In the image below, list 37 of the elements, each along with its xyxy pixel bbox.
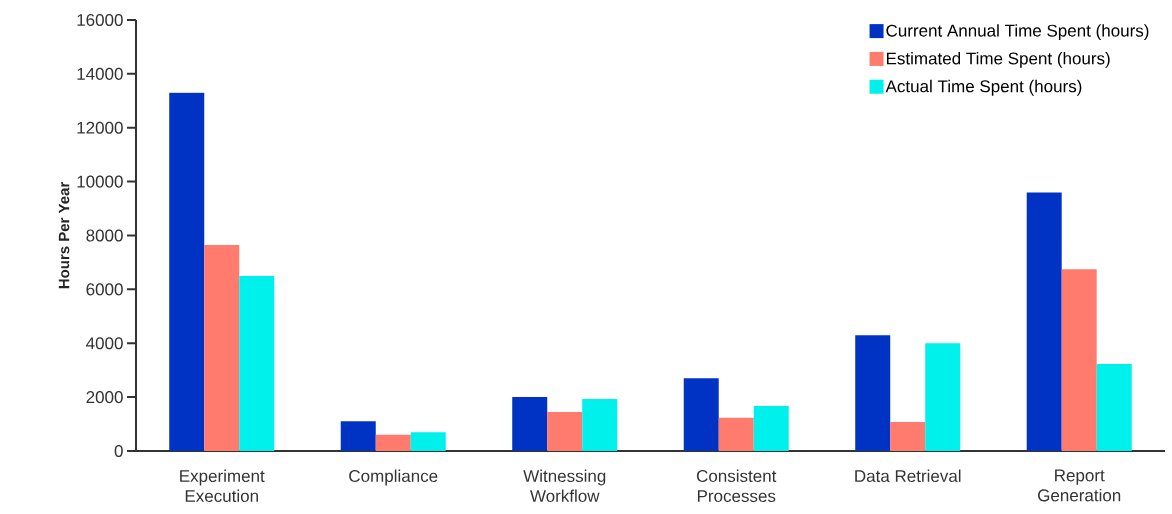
x-tick-label: Data Retrieval <box>855 469 961 483</box>
bar <box>1061 269 1097 451</box>
bar <box>925 343 961 451</box>
bar <box>855 335 891 451</box>
bar <box>204 244 240 451</box>
bar <box>410 432 446 451</box>
bar <box>340 421 376 451</box>
bar <box>753 406 789 451</box>
legend-label: Estimated Time Spent (hours) <box>886 52 1110 68</box>
y-tick-label: 10000 <box>77 175 123 188</box>
y-tick-label: 2000 <box>86 391 123 404</box>
y-tick-label: 8000 <box>86 229 123 242</box>
x-tick-label: Witnessing Workflow <box>523 469 606 503</box>
bar <box>169 92 205 451</box>
bar <box>890 421 926 451</box>
bar <box>239 275 275 451</box>
bar <box>683 378 719 451</box>
y-tick-label: 0 <box>114 444 123 458</box>
bar <box>1096 363 1132 451</box>
y-tick-label: 6000 <box>86 283 123 296</box>
x-tick-label: Compliance <box>349 469 438 486</box>
x-tick-label: Report Generation <box>1038 469 1121 502</box>
y-tick-label: 4000 <box>86 337 123 350</box>
bar <box>375 434 411 451</box>
x-tick-label: Consistent Processes <box>696 469 777 503</box>
bar <box>582 399 618 451</box>
legend-label: Current Annual Time Spent (hours) <box>886 24 1149 41</box>
y-tick-label: 16000 <box>77 13 123 27</box>
y-tick-label: 12000 <box>77 121 123 134</box>
y-tick-label: 14000 <box>77 67 123 80</box>
bar <box>1026 192 1062 451</box>
bar <box>718 417 754 451</box>
y-axis-title: Hours Per Year <box>58 181 70 289</box>
legend-label: Actual Time Spent (hours) <box>885 79 1082 96</box>
bar <box>512 397 548 451</box>
x-tick-label: Experiment Execution <box>180 469 265 503</box>
bar <box>547 411 583 451</box>
